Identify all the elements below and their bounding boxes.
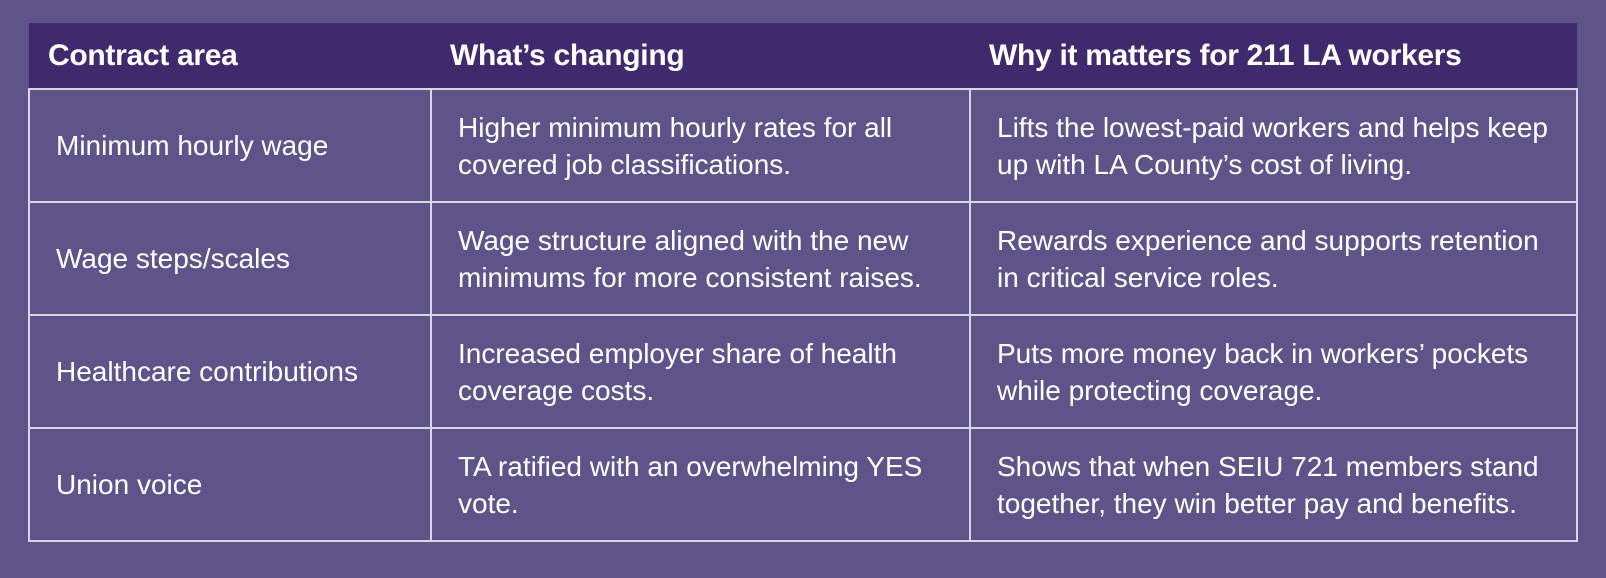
table-cell: Shows that when SEIU 721 members stand t…: [969, 427, 1578, 542]
table-container: Contract area What’s changing Why it matte…: [28, 23, 1578, 542]
table-cell: Healthcare contributions: [28, 314, 432, 429]
table-cell: Rewards experience and supports retentio…: [969, 201, 1578, 316]
table-cell: Increased employer share of health cover…: [430, 314, 971, 429]
column-header: What’s changing: [431, 23, 970, 89]
table-cell: Wage structure aligned with the new mini…: [430, 201, 971, 316]
table-cell: Lifts the lowest-paid workers and helps …: [969, 88, 1578, 203]
table-row: Union voice TA ratified with an overwhelm…: [28, 427, 1578, 542]
table-row: Healthcare contributions Increased employ…: [28, 314, 1578, 429]
table-cell: TA ratified with an overwhelming YES vot…: [430, 427, 971, 542]
table-row: Wage steps/scales Wage structure aligned …: [28, 201, 1578, 316]
header-row: Contract area What’s changing Why it matte…: [29, 23, 1577, 89]
table-cell: Minimum hourly wage: [28, 88, 432, 203]
table-cell: Wage steps/scales: [28, 201, 432, 316]
column-header: Contract area: [29, 23, 431, 89]
table-cell: Union voice: [28, 427, 432, 542]
table-row: Minimum hourly wage Higher minimum hourly…: [28, 88, 1578, 203]
table-cell: Higher minimum hourly rates for all cove…: [430, 88, 971, 203]
table-cell: Puts more money back in workers’ pockets…: [969, 314, 1578, 429]
table-body: Minimum hourly wage Higher minimum hourly…: [28, 88, 1578, 542]
column-header: Why it matters for 211 LA workers: [970, 23, 1577, 89]
contract-table: Contract area What’s changing Why it matte…: [28, 23, 1578, 542]
